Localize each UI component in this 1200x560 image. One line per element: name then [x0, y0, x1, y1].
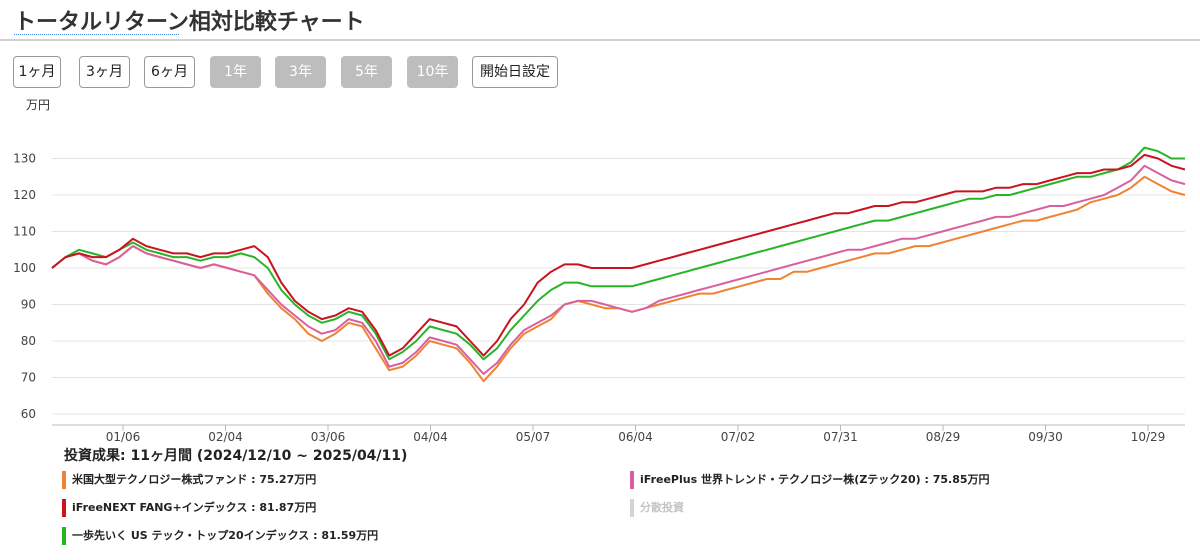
legend-swatch: [62, 527, 66, 545]
series-line-0: [51, 175, 1186, 383]
series-line-3: [51, 146, 1185, 361]
range-button-3y[interactable]: 3年: [275, 56, 326, 88]
x-tick-label: 07/31: [823, 430, 858, 444]
y-tick-label: 120: [13, 188, 36, 202]
x-tick-label: 04/04: [413, 430, 448, 444]
x-tick-label: 06/04: [618, 430, 653, 444]
legend-label: 分散投資: [640, 501, 684, 514]
title-underline: [14, 34, 179, 35]
legend-swatch: [62, 499, 66, 517]
legend-item-fang-plus[interactable]: iFreeNEXT FANG+インデックス : 81.87万円: [62, 499, 316, 517]
x-tick-label: 02/04: [208, 430, 243, 444]
legend-swatch: [62, 471, 66, 489]
legend-item-us-tech-top20[interactable]: 一歩先いく US テック・トップ20インデックス : 81.59万円: [62, 527, 378, 545]
line-chart: 60 70 80 90 100 110 120 130 01/06 02/04 03/06 04/04…: [13, 146, 1186, 444]
series-line-2: [51, 153, 1186, 357]
page-title: トータルリターン相対比較チャート: [14, 10, 365, 35]
y-tick-label: 110: [13, 225, 36, 239]
x-tick-label: 01/06: [106, 430, 141, 444]
y-tick-label: 70: [21, 371, 36, 385]
range-button-1y[interactable]: 1年: [210, 56, 261, 88]
x-tick-label: 03/06: [311, 430, 346, 444]
y-unit-label: 万円: [26, 98, 51, 112]
x-tick-label: 08/29: [926, 430, 961, 444]
legend-item-diversified[interactable]: 分散投資: [630, 499, 684, 517]
legend-label: 一歩先いく US テック・トップ20インデックス : 81.59万円: [72, 529, 379, 542]
x-tick-label: 05/07: [516, 430, 551, 444]
y-tick-label: 130: [13, 152, 36, 166]
range-button-6m[interactable]: 6ヶ月: [144, 56, 195, 88]
legend-swatch: [630, 471, 634, 489]
y-tick-label: 90: [21, 298, 36, 312]
legend-item-us-large-tech[interactable]: 米国大型テクノロジー株式ファンド : 75.27万円: [62, 471, 316, 489]
start-date-setting-button[interactable]: 開始日設定: [472, 56, 558, 88]
legend-item-zteck20[interactable]: iFreePlus 世界トレンド・テクノロジー株(Zテック20) : 75.85…: [630, 471, 990, 489]
x-tick-label: 10/29: [1131, 430, 1166, 444]
range-button-1m[interactable]: 1ヶ月: [13, 56, 61, 88]
x-tick-label: 09/30: [1028, 430, 1063, 444]
range-button-10y[interactable]: 10年: [407, 56, 458, 88]
series-line-1: [51, 164, 1186, 375]
legend-label: 米国大型テクノロジー株式ファンド : 75.27万円: [72, 473, 317, 486]
performance-summary: 投資成果: 11ヶ月間 (2024/12/10 ~ 2025/04/11): [64, 448, 408, 464]
legend-swatch: [630, 499, 634, 517]
y-tick-label: 100: [13, 261, 36, 275]
header-divider: [0, 39, 1200, 41]
legend-label: iFreeNEXT FANG+インデックス : 81.87万円: [72, 501, 317, 514]
y-tick-label: 60: [21, 407, 36, 421]
y-tick-label: 80: [21, 334, 36, 348]
range-button-5y[interactable]: 5年: [341, 56, 392, 88]
x-tick-label: 07/02: [721, 430, 756, 444]
legend-label: iFreePlus 世界トレンド・テクノロジー株(Zテック20) : 75.85…: [640, 473, 990, 486]
range-button-3m[interactable]: 3ヶ月: [79, 56, 130, 88]
